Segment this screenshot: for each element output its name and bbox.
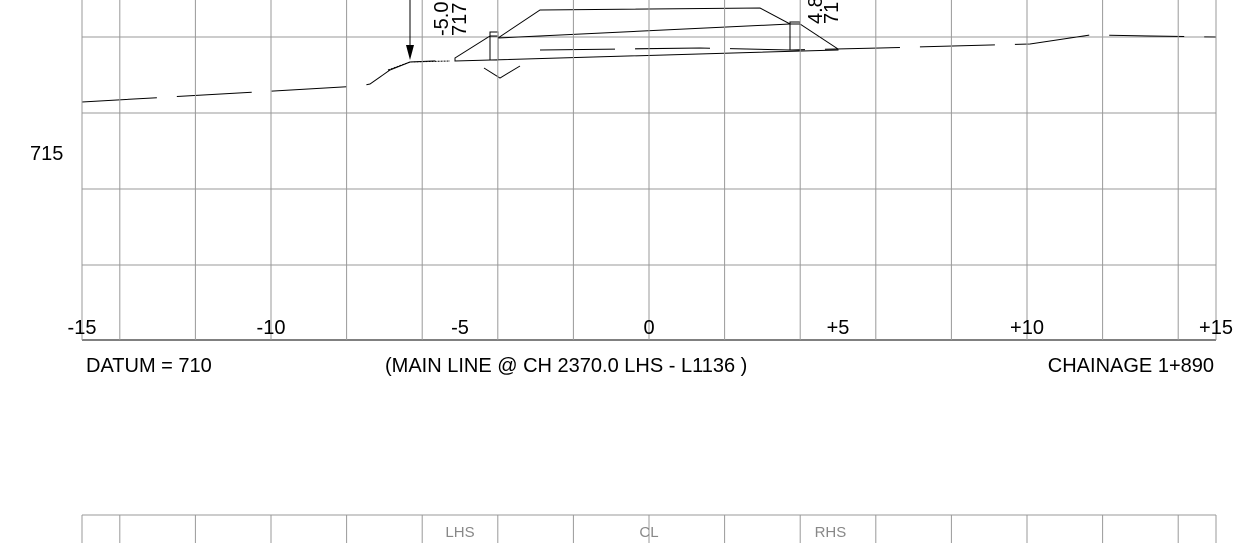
road-template [454, 7, 839, 62]
point-level: 717 [449, 3, 471, 36]
ground-line [539, 34, 1217, 51]
kerb [789, 21, 801, 51]
arrow-head [406, 45, 414, 60]
pavement [497, 23, 791, 39]
band-label: CL [639, 524, 658, 541]
description: (MAIN LINE @ CH 2370.0 LHS - L1136 ) [385, 355, 747, 377]
offset-label: +15 [1199, 317, 1233, 339]
offset-label: -5 [451, 317, 469, 339]
offset-label: +5 [827, 317, 850, 339]
offset-label: 0 [643, 317, 654, 339]
drain [483, 65, 521, 79]
datum: DATUM = 710 [86, 355, 212, 377]
offset-label: -15 [68, 317, 97, 339]
chainage: CHAINAGE 1+890 [1048, 355, 1214, 377]
point-offset: -5.0 [431, 2, 453, 36]
band-label: LHS [445, 524, 474, 541]
offset-label: -10 [257, 317, 286, 339]
band-label: RHS [815, 524, 847, 541]
ground-line [81, 59, 456, 103]
hatch [387, 60, 451, 71]
offset-label: +10 [1010, 317, 1044, 339]
point-level: 71 [821, 2, 843, 24]
level-label: 715 [30, 143, 63, 165]
point-offset: 4.8 [805, 0, 827, 24]
